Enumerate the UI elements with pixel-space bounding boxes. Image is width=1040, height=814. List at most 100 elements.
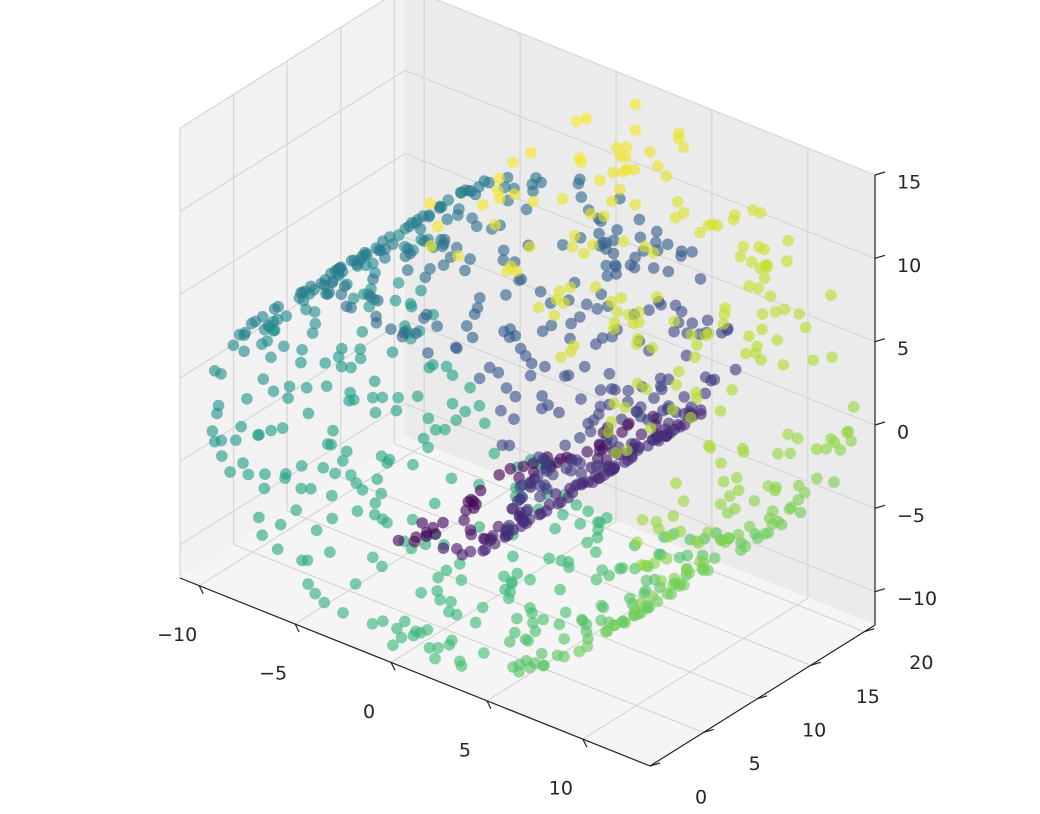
data-point	[673, 365, 685, 378]
data-point	[256, 529, 269, 541]
data-point	[655, 380, 667, 393]
data-point	[594, 174, 606, 187]
data-point	[419, 271, 432, 284]
data-point	[464, 253, 476, 265]
data-point	[300, 303, 312, 316]
data-point	[591, 460, 603, 472]
data-point	[611, 306, 623, 318]
data-point	[465, 528, 478, 541]
data-point	[300, 382, 313, 394]
data-point	[410, 327, 422, 340]
data-point	[319, 357, 332, 369]
data-point	[504, 463, 517, 475]
data-point	[536, 647, 548, 660]
data-point	[622, 384, 634, 397]
data-point	[376, 391, 389, 404]
data-point	[282, 392, 294, 404]
data-point	[368, 375, 381, 388]
data-point	[758, 272, 771, 284]
data-point	[256, 311, 269, 323]
data-point	[784, 447, 797, 460]
data-point	[610, 141, 623, 154]
data-point	[548, 309, 561, 322]
data-point	[424, 240, 437, 252]
data-point	[570, 499, 583, 511]
data-point	[619, 401, 631, 414]
data-point	[423, 642, 436, 654]
data-point	[452, 250, 464, 262]
data-point	[446, 369, 459, 382]
data-point	[677, 495, 690, 508]
data-point	[379, 252, 391, 264]
data-point	[351, 258, 363, 270]
data-point	[624, 259, 637, 271]
data-point	[553, 618, 566, 631]
data-point	[680, 349, 693, 362]
data-point	[497, 244, 510, 257]
data-point	[417, 432, 430, 445]
data-point	[691, 339, 703, 351]
data-point	[459, 405, 472, 418]
data-point	[216, 450, 228, 462]
data-point	[350, 477, 363, 489]
data-point	[559, 606, 572, 619]
tick-marks	[198, 171, 886, 767]
data-point	[607, 166, 619, 179]
data-point	[777, 359, 790, 371]
data-point	[825, 289, 837, 302]
data-point	[727, 214, 740, 226]
data-point	[274, 518, 287, 531]
data-point	[318, 279, 331, 292]
data-point	[309, 317, 322, 330]
data-point	[734, 250, 747, 263]
data-point	[652, 160, 664, 172]
data-point	[620, 141, 633, 153]
data-point	[554, 583, 566, 596]
data-point	[224, 466, 236, 478]
data-point	[349, 578, 362, 590]
data-point	[473, 372, 486, 385]
data-point	[305, 280, 317, 293]
data-point	[699, 371, 712, 384]
data-point	[617, 166, 629, 178]
data-point	[501, 265, 513, 277]
data-point	[672, 132, 685, 144]
data-point	[238, 345, 250, 358]
data-point	[507, 502, 520, 515]
data-point	[527, 195, 540, 208]
data-point	[614, 562, 626, 575]
data-point	[555, 554, 568, 567]
data-point	[309, 587, 322, 600]
data-point	[302, 578, 314, 590]
data-point	[605, 296, 618, 308]
data-point	[527, 185, 539, 197]
data-point	[429, 424, 442, 436]
data-point	[799, 321, 812, 334]
data-point	[524, 573, 536, 586]
data-point	[517, 460, 530, 473]
data-point	[603, 368, 616, 380]
data-point	[565, 317, 577, 330]
data-point	[729, 363, 742, 376]
tick-mark	[198, 585, 204, 594]
data-point	[513, 274, 525, 287]
data-point	[478, 647, 490, 659]
z-tick-label: 15	[897, 172, 921, 194]
data-point	[754, 262, 767, 275]
data-point	[265, 351, 277, 364]
data-point	[550, 293, 563, 306]
data-point	[605, 383, 618, 395]
data-point	[703, 439, 715, 452]
data-point	[539, 360, 551, 373]
data-point	[507, 156, 519, 169]
grid-line-x-floor	[582, 597, 809, 740]
data-point	[793, 308, 805, 320]
data-point	[399, 250, 412, 263]
data-point	[622, 308, 635, 321]
data-point	[591, 531, 604, 544]
data-point	[372, 294, 384, 307]
data-point	[558, 650, 570, 663]
data-point	[756, 308, 769, 321]
data-point	[723, 490, 736, 502]
data-point	[501, 171, 514, 184]
